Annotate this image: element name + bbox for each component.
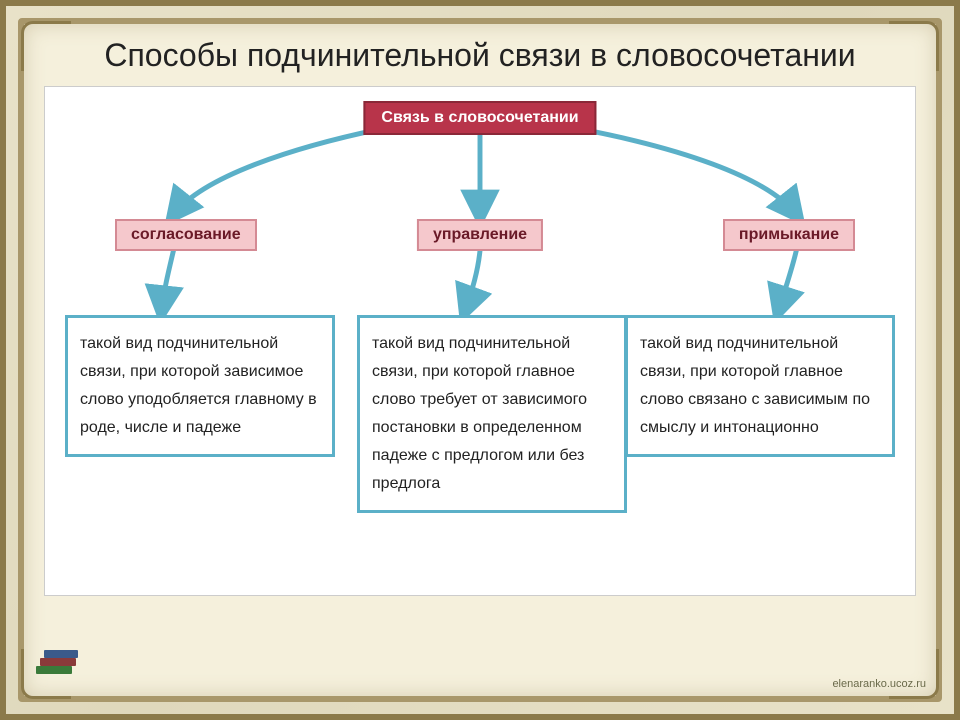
decorative-inner-frame: Способы подчинительной связи в словосоче… — [18, 18, 942, 702]
type-node-agreement: согласование — [115, 219, 257, 251]
type-node-adjunction: примыкание — [723, 219, 855, 251]
root-node: Связь в словосочетании — [363, 101, 596, 135]
corner-ornament-tr — [889, 21, 939, 71]
type-node-government: управление — [417, 219, 543, 251]
corner-ornament-tl — [21, 21, 71, 71]
definition-government: такой вид подчинительной связи, при кото… — [357, 315, 627, 513]
definition-agreement: такой вид подчинительной связи, при кото… — [65, 315, 335, 457]
definition-adjunction: такой вид подчинительной связи, при кото… — [625, 315, 895, 457]
slide-title: Способы подчинительной связи в словосоче… — [24, 24, 936, 82]
corner-ornament-br — [889, 649, 939, 699]
watermark-text: elenaranko.ucoz.ru — [832, 678, 926, 690]
books-icon — [34, 646, 84, 686]
diagram-container: Связь в словосочетании согласование упра… — [44, 86, 916, 596]
decorative-outer-frame: Способы подчинительной связи в словосоче… — [0, 0, 960, 720]
